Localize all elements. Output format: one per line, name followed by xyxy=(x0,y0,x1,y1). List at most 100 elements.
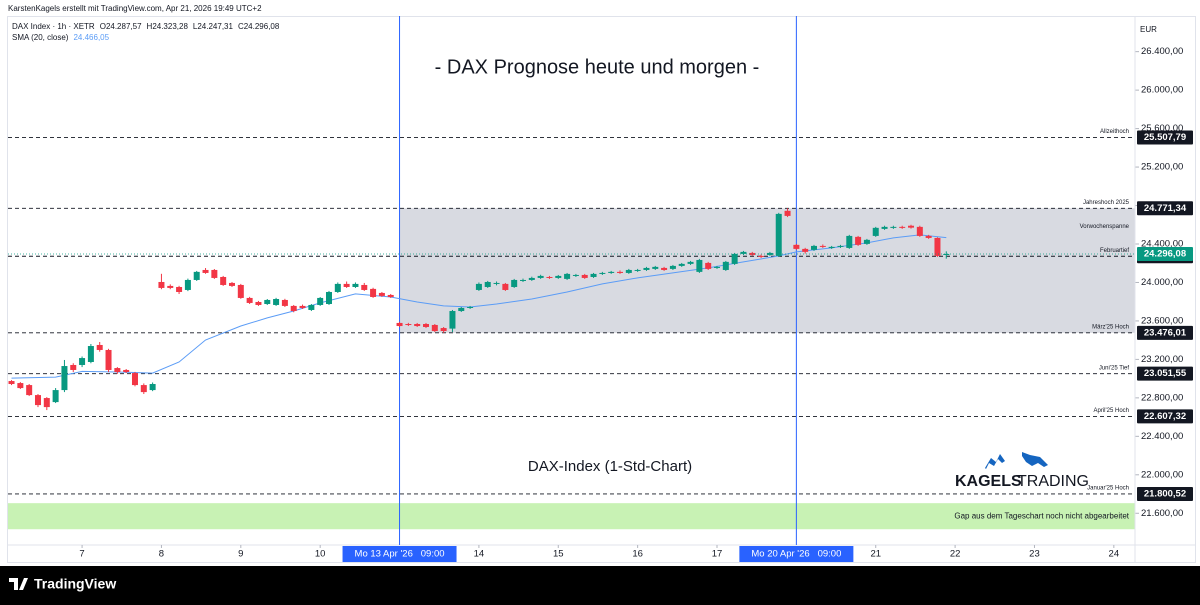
candle-body xyxy=(193,271,200,280)
level-label: 24.771,34 xyxy=(1144,203,1187,214)
candle-body xyxy=(740,251,747,254)
level-label: 21.800,52 xyxy=(1144,488,1186,499)
candle-body xyxy=(811,245,818,250)
x-tick-label: 7 xyxy=(79,549,84,560)
x-tick-label: 14 xyxy=(474,549,485,560)
candle-body xyxy=(528,277,535,280)
marker-box xyxy=(739,546,854,562)
candle-body xyxy=(414,324,421,327)
candle-body xyxy=(881,226,888,229)
candle-body xyxy=(8,381,15,385)
candle-body xyxy=(343,283,350,287)
candle-body xyxy=(352,283,359,287)
candle-body xyxy=(652,266,659,269)
candle-body xyxy=(925,235,932,238)
ohlc-value: 24.247,31 xyxy=(197,22,233,31)
sma-legend: SMA (20, close) 24.466,05 xyxy=(12,33,110,42)
x-tick-label: 17 xyxy=(712,549,723,560)
ohlc-value: 24.296,08 xyxy=(244,22,280,31)
candle-body xyxy=(325,291,332,305)
candle-body xyxy=(211,269,218,278)
level-box xyxy=(1137,366,1193,381)
ohlc-value: 24.323,28 xyxy=(152,22,188,31)
x-tick-label: 15 xyxy=(553,549,564,560)
candle-body xyxy=(440,328,447,332)
candle-body xyxy=(273,299,280,305)
candle-body xyxy=(475,283,482,290)
y-tick-label: 22.000,00 xyxy=(1141,469,1183,480)
footer-bar xyxy=(0,566,1200,605)
candle-body xyxy=(308,304,315,310)
y-tick-label: 25.200,00 xyxy=(1141,162,1183,173)
sma-value: 24.466,05 xyxy=(73,33,109,42)
candle-body xyxy=(899,226,906,228)
y-tick-label: 22.400,00 xyxy=(1141,431,1183,442)
candle-body xyxy=(643,267,650,270)
chart-subtitle: DAX-Index (1-Std-Chart) xyxy=(528,458,692,475)
candle-body xyxy=(467,306,474,308)
candle-body xyxy=(722,261,729,270)
candle-body xyxy=(458,307,465,312)
symbol: DAX Index · 1h · XETR xyxy=(12,22,95,31)
candle-body xyxy=(846,235,853,248)
candle-body xyxy=(140,385,147,393)
candle-body xyxy=(661,267,668,270)
candle-body xyxy=(705,262,712,269)
plot-layer: Vorwochenspanne Gap aus dem Tageschart no… xyxy=(8,16,1196,562)
candle-body xyxy=(590,273,597,277)
candle-body xyxy=(184,279,191,290)
logo-text: TRADING xyxy=(1017,473,1089,490)
candle-body xyxy=(202,269,209,273)
sma-name: SMA (20, close) xyxy=(12,33,69,42)
candle-body xyxy=(819,245,826,247)
ohlc-key: O xyxy=(100,22,106,31)
frame xyxy=(7,16,1196,563)
candle-body xyxy=(634,269,641,271)
candle-body xyxy=(246,297,253,303)
marker-label: Mo 20 Apr '26 09:00 xyxy=(751,549,841,560)
ohlc-key: L xyxy=(193,22,198,31)
candle-body xyxy=(537,275,544,278)
footer-icon xyxy=(9,578,28,590)
candle-body xyxy=(934,237,941,256)
candle-body xyxy=(564,273,571,279)
level-label: 23.051,55 xyxy=(1144,368,1187,379)
x-tick-label: 24 xyxy=(1109,549,1120,560)
level-label: 22.607,32 xyxy=(1144,411,1186,422)
last-price-label: 24.296,08 xyxy=(1144,249,1186,260)
candle-body xyxy=(484,281,491,287)
candle-body xyxy=(828,246,835,248)
candle-body xyxy=(220,276,227,285)
candle-body xyxy=(802,248,809,252)
candle-body xyxy=(317,297,324,305)
marker-box xyxy=(342,546,457,562)
candle-body xyxy=(890,226,897,228)
candle-body xyxy=(555,275,562,278)
y-tick-label: 23.600,00 xyxy=(1141,315,1183,326)
y-tick-label: 23.200,00 xyxy=(1141,354,1183,365)
ohlc-value: 24.287,57 xyxy=(106,22,142,31)
candle-body xyxy=(916,226,923,236)
credit: KarstenKagels erstellt mit TradingView.c… xyxy=(8,4,262,13)
candle-body xyxy=(79,358,86,365)
candle-body xyxy=(687,261,694,264)
candle-body xyxy=(378,292,385,296)
candle-body xyxy=(625,269,632,273)
candle-body xyxy=(793,244,800,249)
candle-body xyxy=(105,349,112,370)
candle-body xyxy=(87,346,94,362)
level-box xyxy=(1137,486,1193,501)
y-tick-label: 22.800,00 xyxy=(1141,392,1183,403)
level-name: Allzeithoch xyxy=(1100,129,1129,135)
candle-body xyxy=(599,272,606,274)
level-box xyxy=(1137,201,1193,216)
level-label: 25.507,79 xyxy=(1144,132,1186,143)
level-name: April'25 Hoch xyxy=(1094,408,1130,414)
candle-body xyxy=(519,279,526,281)
candle-body xyxy=(581,274,588,278)
candle-body xyxy=(158,281,165,288)
candle-body xyxy=(775,213,782,256)
candle-body xyxy=(784,210,791,216)
